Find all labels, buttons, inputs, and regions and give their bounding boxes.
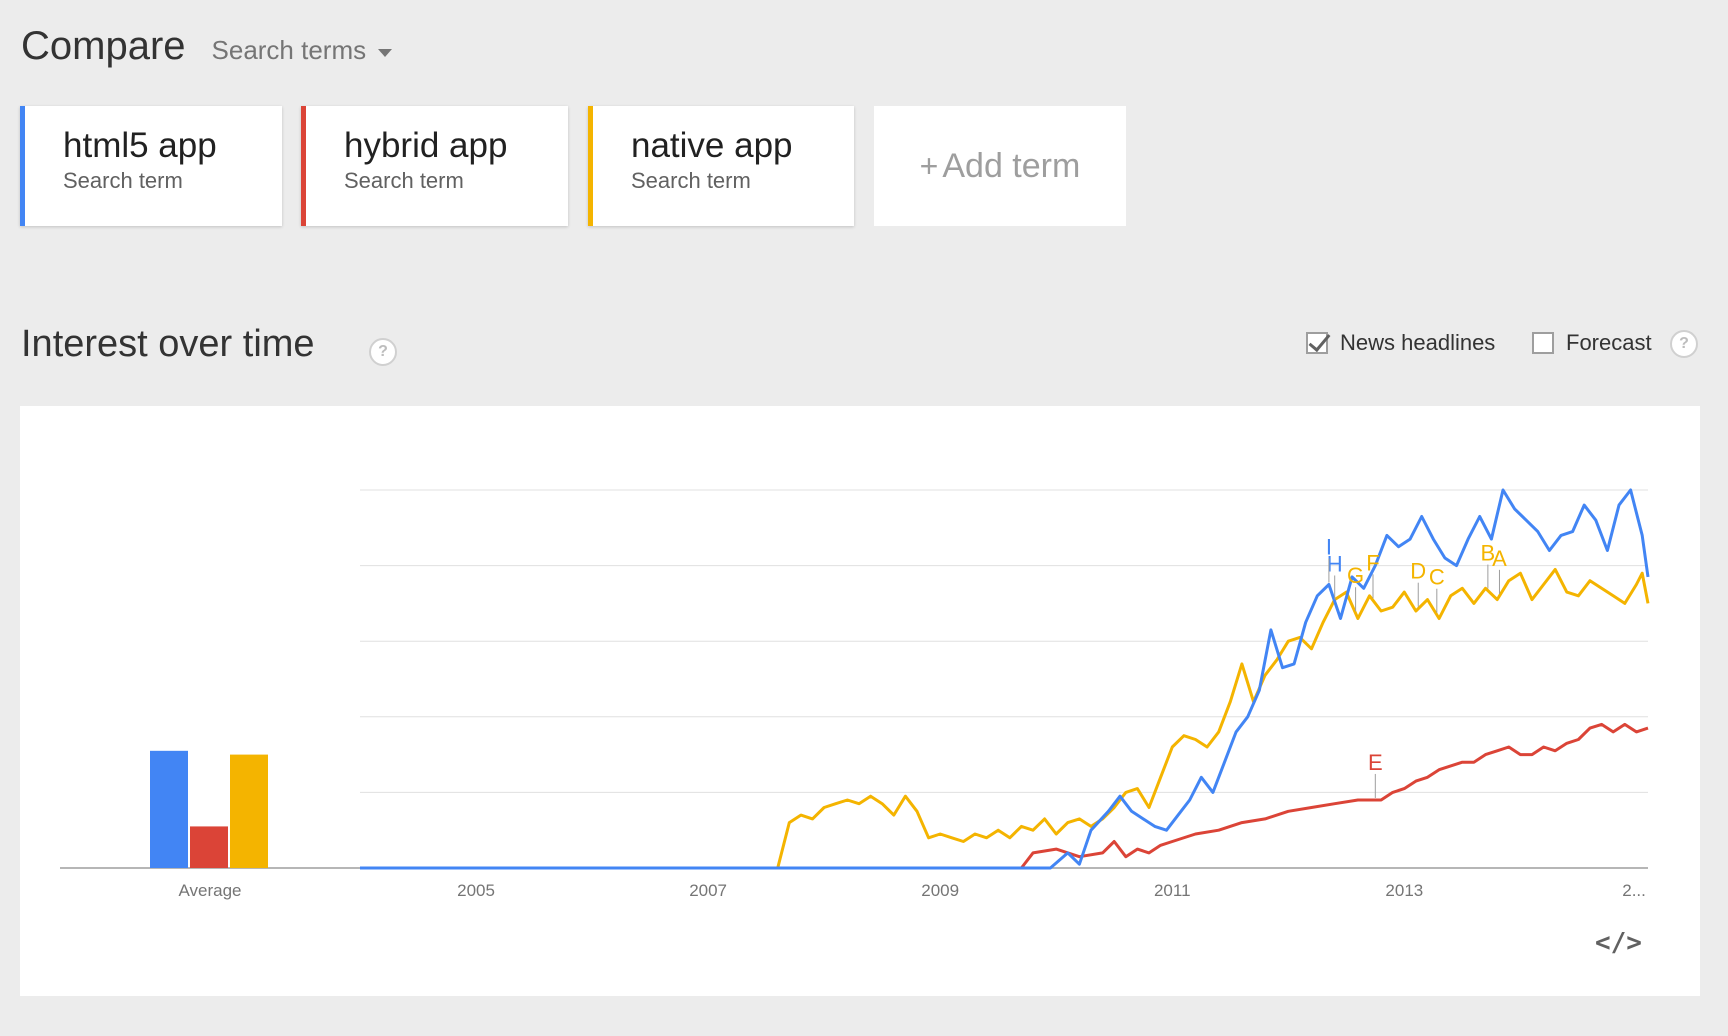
series-line-hybrid-app bbox=[360, 722, 1649, 870]
annotation-I: I bbox=[1326, 535, 1332, 560]
annotation-H: H bbox=[1327, 552, 1343, 577]
term-subtitle: Search term bbox=[63, 168, 183, 193]
average-bar-hybrid-app bbox=[190, 826, 228, 868]
annotation-G: G bbox=[1347, 563, 1364, 588]
annotation-D: D bbox=[1410, 559, 1426, 584]
news-headlines-label: News headlines bbox=[1340, 330, 1496, 355]
annotation-E: E bbox=[1368, 750, 1383, 775]
term-card-hybrid-app[interactable]: hybrid app Search term bbox=[301, 106, 568, 226]
term-card-native-app[interactable]: native app Search term bbox=[588, 106, 854, 226]
term-name: native app bbox=[631, 126, 793, 165]
add-term-label: Add term bbox=[942, 146, 1081, 185]
help-icon[interactable]: ? bbox=[369, 338, 397, 366]
news-headlines-checkbox[interactable] bbox=[1306, 332, 1328, 354]
x-tick-label: 2011 bbox=[1154, 881, 1191, 900]
x-tick-label: 2005 bbox=[457, 881, 495, 900]
compare-header: Compare Search terms bbox=[21, 24, 393, 69]
term-name: hybrid app bbox=[344, 126, 508, 165]
x-tick-label: 2009 bbox=[921, 881, 959, 900]
interest-chart-card: Average 2005 2007 2009 2011 2013 2... A B C D E F G H I bbox=[20, 406, 1700, 996]
annotation-C: C bbox=[1429, 565, 1445, 590]
interest-over-time-title: Interest over time bbox=[21, 323, 315, 365]
news-headlines-option[interactable]: News headlines bbox=[1306, 330, 1495, 356]
term-subtitle: Search term bbox=[344, 168, 464, 193]
forecast-checkbox[interactable] bbox=[1532, 332, 1554, 354]
average-label: Average bbox=[178, 881, 241, 900]
forecast-option[interactable]: Forecast bbox=[1532, 330, 1652, 356]
embed-code-icon[interactable]: </> bbox=[1595, 928, 1642, 958]
caret-down-icon bbox=[378, 48, 393, 57]
term-card-html5-app[interactable]: html5 app Search term bbox=[20, 106, 282, 226]
term-subtitle: Search term bbox=[631, 168, 751, 193]
forecast-label: Forecast bbox=[1566, 330, 1652, 355]
term-name: html5 app bbox=[63, 126, 217, 165]
series-line-native-app bbox=[360, 567, 1650, 870]
average-bar-html5-app bbox=[150, 750, 188, 868]
average-bar-native-app bbox=[230, 754, 268, 868]
series-line-html5-app bbox=[360, 488, 1650, 870]
x-tick-label: 2013 bbox=[1385, 881, 1423, 900]
add-term-button[interactable]: + Add term bbox=[874, 106, 1126, 226]
annotation-F: F bbox=[1366, 550, 1379, 575]
compare-title: Compare bbox=[21, 24, 186, 68]
search-terms-dropdown[interactable]: Search terms bbox=[212, 35, 393, 66]
annotation-B: B bbox=[1481, 541, 1496, 566]
forecast-help-icon[interactable]: ? bbox=[1670, 330, 1698, 358]
plus-icon: + bbox=[919, 147, 939, 184]
x-tick-label: 2007 bbox=[689, 881, 727, 900]
search-terms-label: Search terms bbox=[211, 35, 367, 65]
x-tick-label: 2... bbox=[1622, 881, 1646, 900]
annotation-A: A bbox=[1492, 546, 1507, 571]
